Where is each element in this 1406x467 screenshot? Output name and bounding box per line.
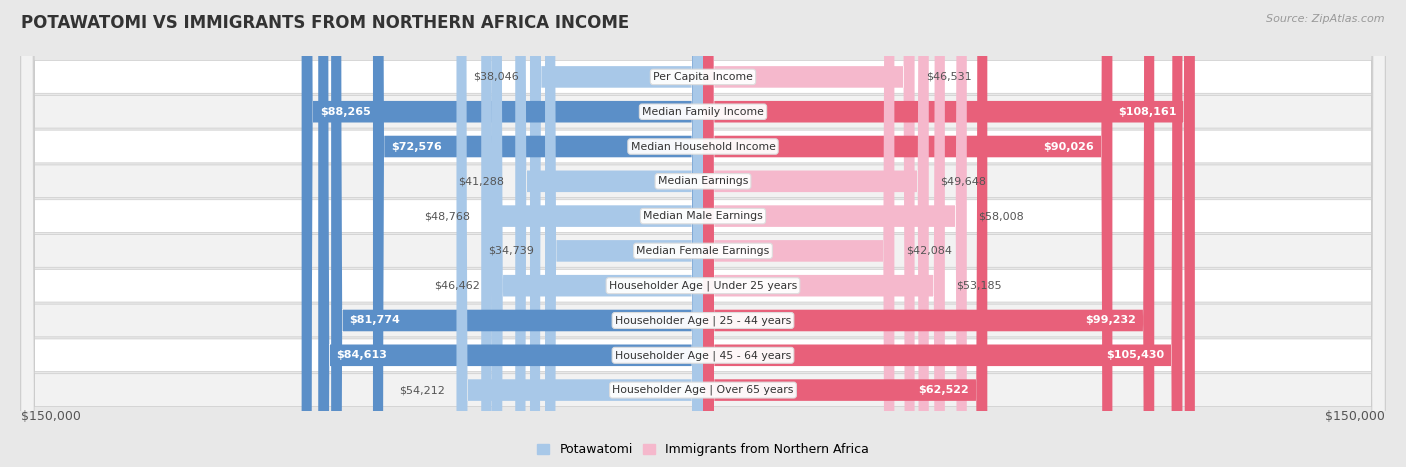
Text: $53,185: $53,185 [956,281,1002,290]
FancyBboxPatch shape [21,0,1385,467]
FancyBboxPatch shape [703,0,1195,467]
Text: $38,046: $38,046 [472,72,519,82]
Text: Householder Age | 25 - 44 years: Householder Age | 25 - 44 years [614,315,792,326]
Text: $150,000: $150,000 [21,410,80,423]
FancyBboxPatch shape [703,0,987,467]
FancyBboxPatch shape [703,0,945,467]
FancyBboxPatch shape [703,0,1182,467]
Text: Median Earnings: Median Earnings [658,177,748,186]
FancyBboxPatch shape [21,0,1385,467]
Text: $41,288: $41,288 [458,177,503,186]
Text: $81,774: $81,774 [349,316,401,325]
FancyBboxPatch shape [21,0,1385,467]
Text: Median Family Income: Median Family Income [643,107,763,117]
Text: $46,462: $46,462 [434,281,481,290]
FancyBboxPatch shape [21,0,1385,467]
Text: $54,212: $54,212 [399,385,446,395]
Text: Source: ZipAtlas.com: Source: ZipAtlas.com [1267,14,1385,24]
FancyBboxPatch shape [302,0,703,467]
Text: $58,008: $58,008 [979,211,1024,221]
FancyBboxPatch shape [703,0,914,467]
FancyBboxPatch shape [703,0,894,467]
Text: $84,613: $84,613 [336,350,387,360]
FancyBboxPatch shape [21,0,1385,467]
Text: $34,739: $34,739 [488,246,534,256]
FancyBboxPatch shape [457,0,703,467]
Text: Householder Age | Over 65 years: Householder Age | Over 65 years [612,385,794,396]
Text: $62,522: $62,522 [918,385,969,395]
Text: $42,084: $42,084 [905,246,952,256]
FancyBboxPatch shape [21,0,1385,467]
Text: $88,265: $88,265 [319,107,371,117]
FancyBboxPatch shape [481,0,703,467]
Text: Per Capita Income: Per Capita Income [652,72,754,82]
FancyBboxPatch shape [373,0,703,467]
FancyBboxPatch shape [703,0,929,467]
Text: $108,161: $108,161 [1118,107,1177,117]
Text: Median Household Income: Median Household Income [630,142,776,151]
FancyBboxPatch shape [21,0,1385,467]
FancyBboxPatch shape [21,0,1385,467]
Text: $105,430: $105,430 [1107,350,1164,360]
Text: Householder Age | 45 - 64 years: Householder Age | 45 - 64 years [614,350,792,361]
FancyBboxPatch shape [515,0,703,467]
Text: $72,576: $72,576 [391,142,441,151]
Text: $48,768: $48,768 [423,211,470,221]
FancyBboxPatch shape [703,0,1154,467]
FancyBboxPatch shape [21,0,1385,467]
FancyBboxPatch shape [703,0,967,467]
Text: Median Female Earnings: Median Female Earnings [637,246,769,256]
FancyBboxPatch shape [492,0,703,467]
Text: POTAWATOMI VS IMMIGRANTS FROM NORTHERN AFRICA INCOME: POTAWATOMI VS IMMIGRANTS FROM NORTHERN A… [21,14,630,32]
FancyBboxPatch shape [318,0,703,467]
Text: Householder Age | Under 25 years: Householder Age | Under 25 years [609,281,797,291]
Legend: Potawatomi, Immigrants from Northern Africa: Potawatomi, Immigrants from Northern Afr… [531,439,875,461]
Text: $99,232: $99,232 [1085,316,1136,325]
FancyBboxPatch shape [530,0,703,467]
FancyBboxPatch shape [546,0,703,467]
Text: $46,531: $46,531 [927,72,972,82]
FancyBboxPatch shape [21,0,1385,467]
Text: Median Male Earnings: Median Male Earnings [643,211,763,221]
FancyBboxPatch shape [332,0,703,467]
FancyBboxPatch shape [703,0,1112,467]
Text: $49,648: $49,648 [941,177,986,186]
Text: $90,026: $90,026 [1043,142,1094,151]
Text: $150,000: $150,000 [1326,410,1385,423]
